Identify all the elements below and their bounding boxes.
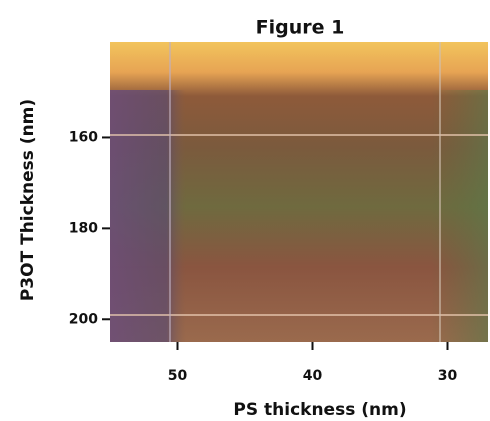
x-tick-label: 30	[438, 368, 458, 384]
y-axis-label: P3OT Thickness (nm)	[18, 99, 38, 301]
y-tick-label: 200	[69, 311, 98, 327]
image	[110, 42, 488, 342]
x-axis-label: PS thickness (nm)	[233, 400, 406, 420]
chart-title: Figure 1	[256, 17, 345, 39]
y-tick-label: 160	[69, 129, 98, 145]
x-tick-label: 50	[168, 368, 188, 384]
x-tick-label: 40	[303, 368, 323, 384]
y-tick-label: 180	[69, 220, 98, 236]
